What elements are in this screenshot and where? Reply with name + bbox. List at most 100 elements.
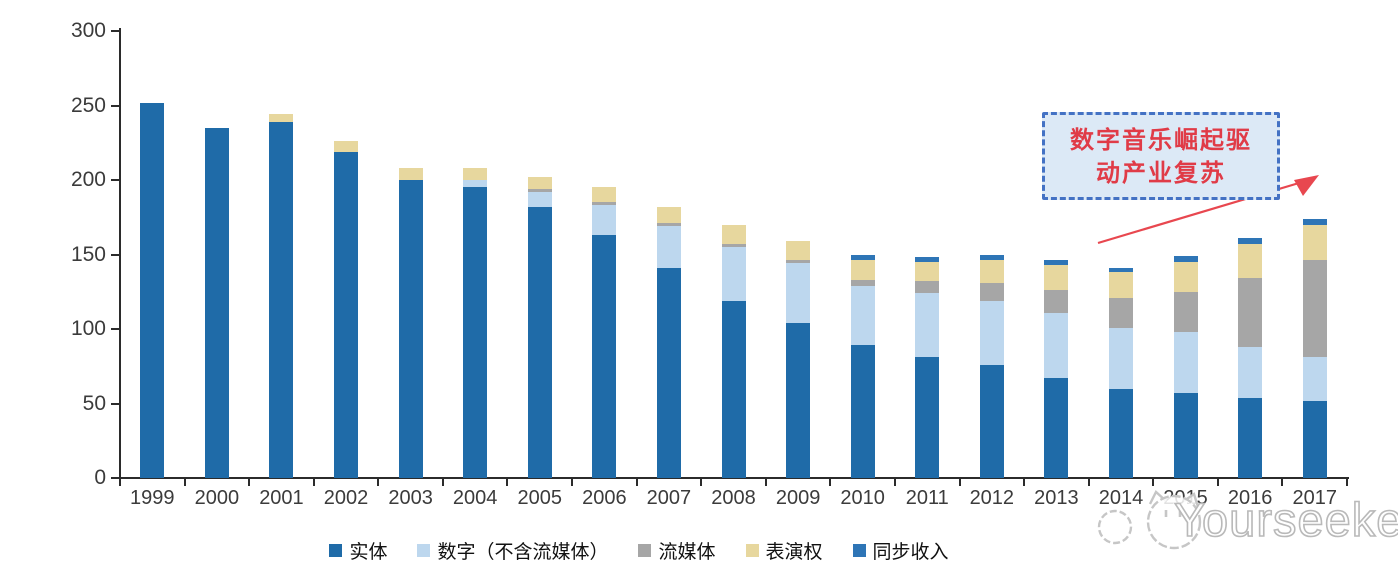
legend-marker-physical [329, 544, 343, 557]
bar-2014-segment-digital [1108, 327, 1133, 389]
bar-2010-segment-performance [850, 260, 875, 280]
x-tick [1087, 478, 1090, 486]
bar-2013-segment-sync [1044, 260, 1069, 265]
x-tick-label-2004: 2004 [452, 487, 498, 509]
legend-marker-streaming [638, 544, 652, 557]
bar-2004-segment-digital [463, 180, 488, 188]
legend-label-sync: 同步收入 [872, 541, 949, 563]
y-tick-150 [111, 253, 120, 256]
bar-2008-segment-performance [721, 224, 746, 245]
legend-label-physical: 实体 [349, 541, 388, 563]
bar-2004-segment-performance [463, 168, 488, 180]
bar-2008-segment-physical [721, 300, 746, 478]
x-tick [764, 478, 767, 486]
bar-2005-segment-physical [527, 206, 552, 478]
x-tick [506, 478, 509, 486]
x-tick-label-2014: 2014 [1098, 487, 1144, 509]
legend-item-digital: 数字（不含流媒体） [417, 537, 608, 564]
x-tick [571, 478, 574, 486]
x-tick [1346, 478, 1348, 486]
x-tick-label-2001: 2001 [259, 487, 304, 509]
bar-2016-segment-physical [1238, 397, 1263, 478]
bar-2011-segment-sync [915, 257, 940, 262]
bar-2007-segment-performance [656, 206, 681, 224]
y-tick-label-50: 50 [82, 391, 106, 415]
legend-marker-digital [417, 544, 431, 557]
bar-2013-segment-digital [1044, 312, 1069, 379]
x-tick [893, 478, 896, 486]
y-tick-label-250: 250 [70, 93, 106, 117]
y-tick-250 [111, 104, 120, 107]
legend-item-physical: 实体 [329, 537, 387, 564]
x-tick-label-2003: 2003 [388, 487, 433, 509]
y-tick-label-300: 300 [70, 19, 106, 42]
bar-2017-segment-digital [1302, 357, 1327, 401]
bar-2014-segment-physical [1108, 388, 1133, 478]
x-tick-label-2000: 2000 [194, 487, 240, 509]
bar-2017-segment-performance [1302, 224, 1327, 261]
bar-2013-segment-streaming [1044, 290, 1069, 313]
bar-2011-segment-physical [915, 357, 940, 478]
bar-2006-segment-physical [592, 235, 617, 478]
bar-2014-segment-sync [1108, 267, 1133, 273]
bar-2017-segment-streaming [1302, 260, 1327, 358]
x-tick-label-2012: 2012 [969, 487, 1015, 509]
x-tick-label-2007: 2007 [646, 487, 692, 509]
cat-logo-icon [1097, 490, 1202, 550]
bar-2006-segment-digital [592, 205, 617, 236]
x-tick-label-2013: 2013 [1034, 487, 1079, 509]
bar-2013-segment-performance [1044, 264, 1069, 291]
bar-2015-segment-digital [1173, 331, 1198, 394]
x-tick-label-2002: 2002 [323, 487, 369, 509]
x-tick [377, 478, 380, 486]
bar-2009-segment-digital [786, 263, 811, 324]
watermark-text: Yourseeker [1173, 492, 1398, 547]
bar-2005-segment-streaming [527, 188, 552, 192]
bar-2015-segment-sync [1173, 255, 1198, 262]
bar-2017-segment-physical [1302, 400, 1327, 478]
y-axis-line [119, 28, 121, 478]
bar-2009-segment-physical [786, 323, 811, 478]
bar-2016-segment-performance [1238, 244, 1263, 279]
bar-2011-segment-performance [915, 261, 940, 282]
y-tick-100 [111, 328, 120, 330]
x-tick-label-2010: 2010 [840, 487, 885, 509]
x-axis-line [119, 477, 1349, 479]
x-tick [119, 478, 121, 486]
y-tick-300 [111, 30, 120, 32]
bar-2016-segment-digital [1238, 346, 1263, 398]
x-tick-label-2017: 2017 [1292, 487, 1337, 509]
bar-1999-segment-physical [140, 102, 165, 478]
x-tick-label-2011: 2011 [905, 487, 949, 509]
bar-2009-segment-streaming [786, 260, 811, 264]
bar-2009-segment-performance [786, 241, 811, 261]
bar-2013-segment-physical [1044, 378, 1069, 478]
bar-2011-segment-streaming [915, 281, 940, 294]
x-tick [1023, 478, 1026, 486]
watermark: Yourseeker [1088, 488, 1398, 558]
bar-2010-segment-digital [850, 285, 875, 346]
legend-item-sync: 同步收入 [852, 537, 949, 564]
x-tick [312, 478, 315, 486]
legend-item-streaming: 流媒体 [638, 537, 716, 564]
x-tick [958, 478, 961, 486]
y-tick-label-100: 100 [70, 317, 106, 340]
x-tick [441, 478, 444, 486]
legend-marker-sync [852, 544, 866, 557]
x-tick [700, 478, 703, 486]
bar-2011-segment-digital [915, 293, 940, 358]
bar-2017-segment-sync [1302, 218, 1327, 225]
bar-2001-segment-physical [269, 121, 294, 478]
y-tick-label-0: 0 [94, 466, 106, 489]
bar-2007-segment-digital [656, 226, 681, 268]
x-tick-label-2016: 2016 [1227, 487, 1273, 509]
legend-label-digital: 数字（不含流媒体） [437, 541, 609, 563]
bar-2006-segment-performance [592, 187, 617, 203]
x-tick-label-2009: 2009 [775, 487, 821, 509]
bar-2012-segment-streaming [979, 282, 1004, 301]
bar-2010-segment-physical [850, 345, 875, 478]
legend-item-performance: 表演权 [745, 537, 823, 564]
bar-2008-segment-digital [721, 247, 746, 301]
bar-2012-segment-sync [979, 254, 1004, 261]
